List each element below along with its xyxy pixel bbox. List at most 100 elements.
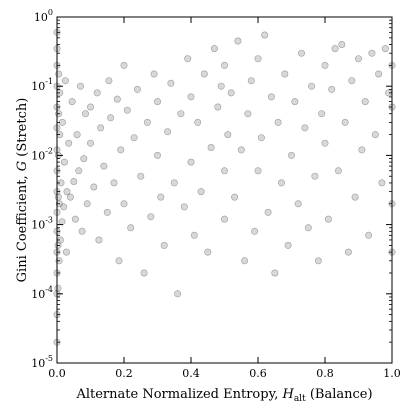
plot-frame <box>56 16 393 364</box>
scatter-point <box>174 290 182 298</box>
scatter-point <box>60 203 68 211</box>
scatter-point <box>318 110 326 118</box>
scatter-point <box>204 248 212 256</box>
scatter-point <box>133 85 141 93</box>
y-tick-exponent: -1 <box>45 77 53 86</box>
scatter-point <box>97 124 105 132</box>
y-tick-label: 100 <box>34 8 53 24</box>
scatter-point <box>90 183 98 191</box>
scatter-point <box>87 103 95 111</box>
scatter-point <box>341 118 349 126</box>
scatter-point <box>87 139 95 147</box>
scatter-point <box>184 55 192 63</box>
y-axis-label-suffix: (Stretch) <box>15 98 30 161</box>
scatter-point <box>371 131 379 139</box>
scatter-point <box>261 31 269 39</box>
x-axis-label-subscript: alt <box>294 394 306 404</box>
scatter-point <box>194 118 202 126</box>
scatter-point <box>58 118 66 126</box>
scatter-point <box>247 77 255 85</box>
scatter-point <box>308 82 316 90</box>
scatter-point <box>294 200 302 208</box>
scatter-point <box>301 124 309 132</box>
scatter-point <box>170 179 178 187</box>
scatter-point <box>58 218 66 226</box>
scatter-point <box>167 79 175 87</box>
scatter-point <box>66 193 74 201</box>
scatter-point <box>224 131 232 139</box>
x-tick-label: 0.0 <box>48 367 66 380</box>
scatter-point <box>105 77 113 85</box>
scatter-point <box>180 203 188 211</box>
scatter-point <box>140 269 148 277</box>
scatter-point <box>354 55 362 63</box>
x-axis-label-symbol: H <box>281 387 294 402</box>
scatter-point <box>150 70 158 78</box>
scatter-point <box>281 70 289 78</box>
scatter-point <box>107 114 115 122</box>
scatter-point <box>54 193 62 201</box>
scatter-point <box>314 257 322 265</box>
scatter-point <box>217 82 225 90</box>
scatter-point <box>120 200 128 208</box>
scatter-point <box>177 110 185 118</box>
scatter-point <box>351 193 359 201</box>
scatter-point <box>231 193 239 201</box>
scatter-point <box>60 158 68 166</box>
y-axis-label: Gini Coefficient, G (Stretch) <box>15 98 30 283</box>
scatter-point <box>77 82 85 90</box>
scatter-point <box>137 172 145 180</box>
scatter-point <box>110 179 118 187</box>
y-tick-exponent: -2 <box>45 146 53 155</box>
scatter-point <box>207 144 215 152</box>
scatter-point <box>381 45 389 53</box>
y-tick-label: 10-5 <box>31 354 53 370</box>
scatter-point <box>73 131 81 139</box>
scatter-point <box>78 227 86 235</box>
x-axis-label-prefix: Alternate Normalized Entropy, <box>75 387 282 402</box>
scatter-point <box>271 269 279 277</box>
x-axis-label: Alternate Normalized Entropy, Halt (Bala… <box>75 387 372 404</box>
scatter-point <box>257 134 265 142</box>
scatter-point <box>267 93 275 101</box>
scatter-point <box>154 151 162 159</box>
x-tick-label: 0.2 <box>115 367 133 380</box>
scatter-point <box>187 158 195 166</box>
scatter-point <box>368 49 376 57</box>
scatter-point <box>113 95 121 103</box>
scatter-point <box>200 70 208 78</box>
scatter-point <box>115 257 123 265</box>
y-tick-exponent: -4 <box>45 285 53 294</box>
scatter-point <box>83 200 91 208</box>
ticks-layer: 0.0 0.2 0.4 0.6 0.8 1.0 10-5 10-4 10-3 10-2 10-1 10… <box>31 8 401 380</box>
scatter-point <box>297 49 305 57</box>
scatter-point <box>197 188 205 196</box>
scatter-point <box>123 106 131 114</box>
y-tick-exponent: -5 <box>45 354 53 363</box>
scatter-point <box>311 172 319 180</box>
scatter-point <box>344 248 352 256</box>
x-tick-label: 0.8 <box>316 367 334 380</box>
y-tick-label: 10-4 <box>31 285 53 301</box>
scatter-point <box>378 179 386 187</box>
y-tick-label: 10-1 <box>31 77 53 93</box>
x-tick-label: 0.4 <box>182 367 200 380</box>
scatter-point <box>61 77 69 85</box>
scatter-point <box>63 188 71 196</box>
y-tick-exponent: -3 <box>45 216 53 225</box>
scatter-point <box>143 118 151 126</box>
scatter-point <box>75 167 83 175</box>
scatter-point <box>328 85 336 93</box>
scatter-point <box>65 139 73 147</box>
scatter-point <box>100 162 108 170</box>
scatter-point <box>375 70 383 78</box>
scatter-point <box>334 167 342 175</box>
scatter-point <box>264 208 272 216</box>
scatter-point <box>71 215 79 223</box>
y-axis-label-prefix: Gini Coefficient, <box>15 171 30 282</box>
scatter-point <box>157 193 165 201</box>
scatter-point <box>348 77 356 85</box>
scatter-point <box>338 40 346 48</box>
scatter-point <box>234 37 242 45</box>
